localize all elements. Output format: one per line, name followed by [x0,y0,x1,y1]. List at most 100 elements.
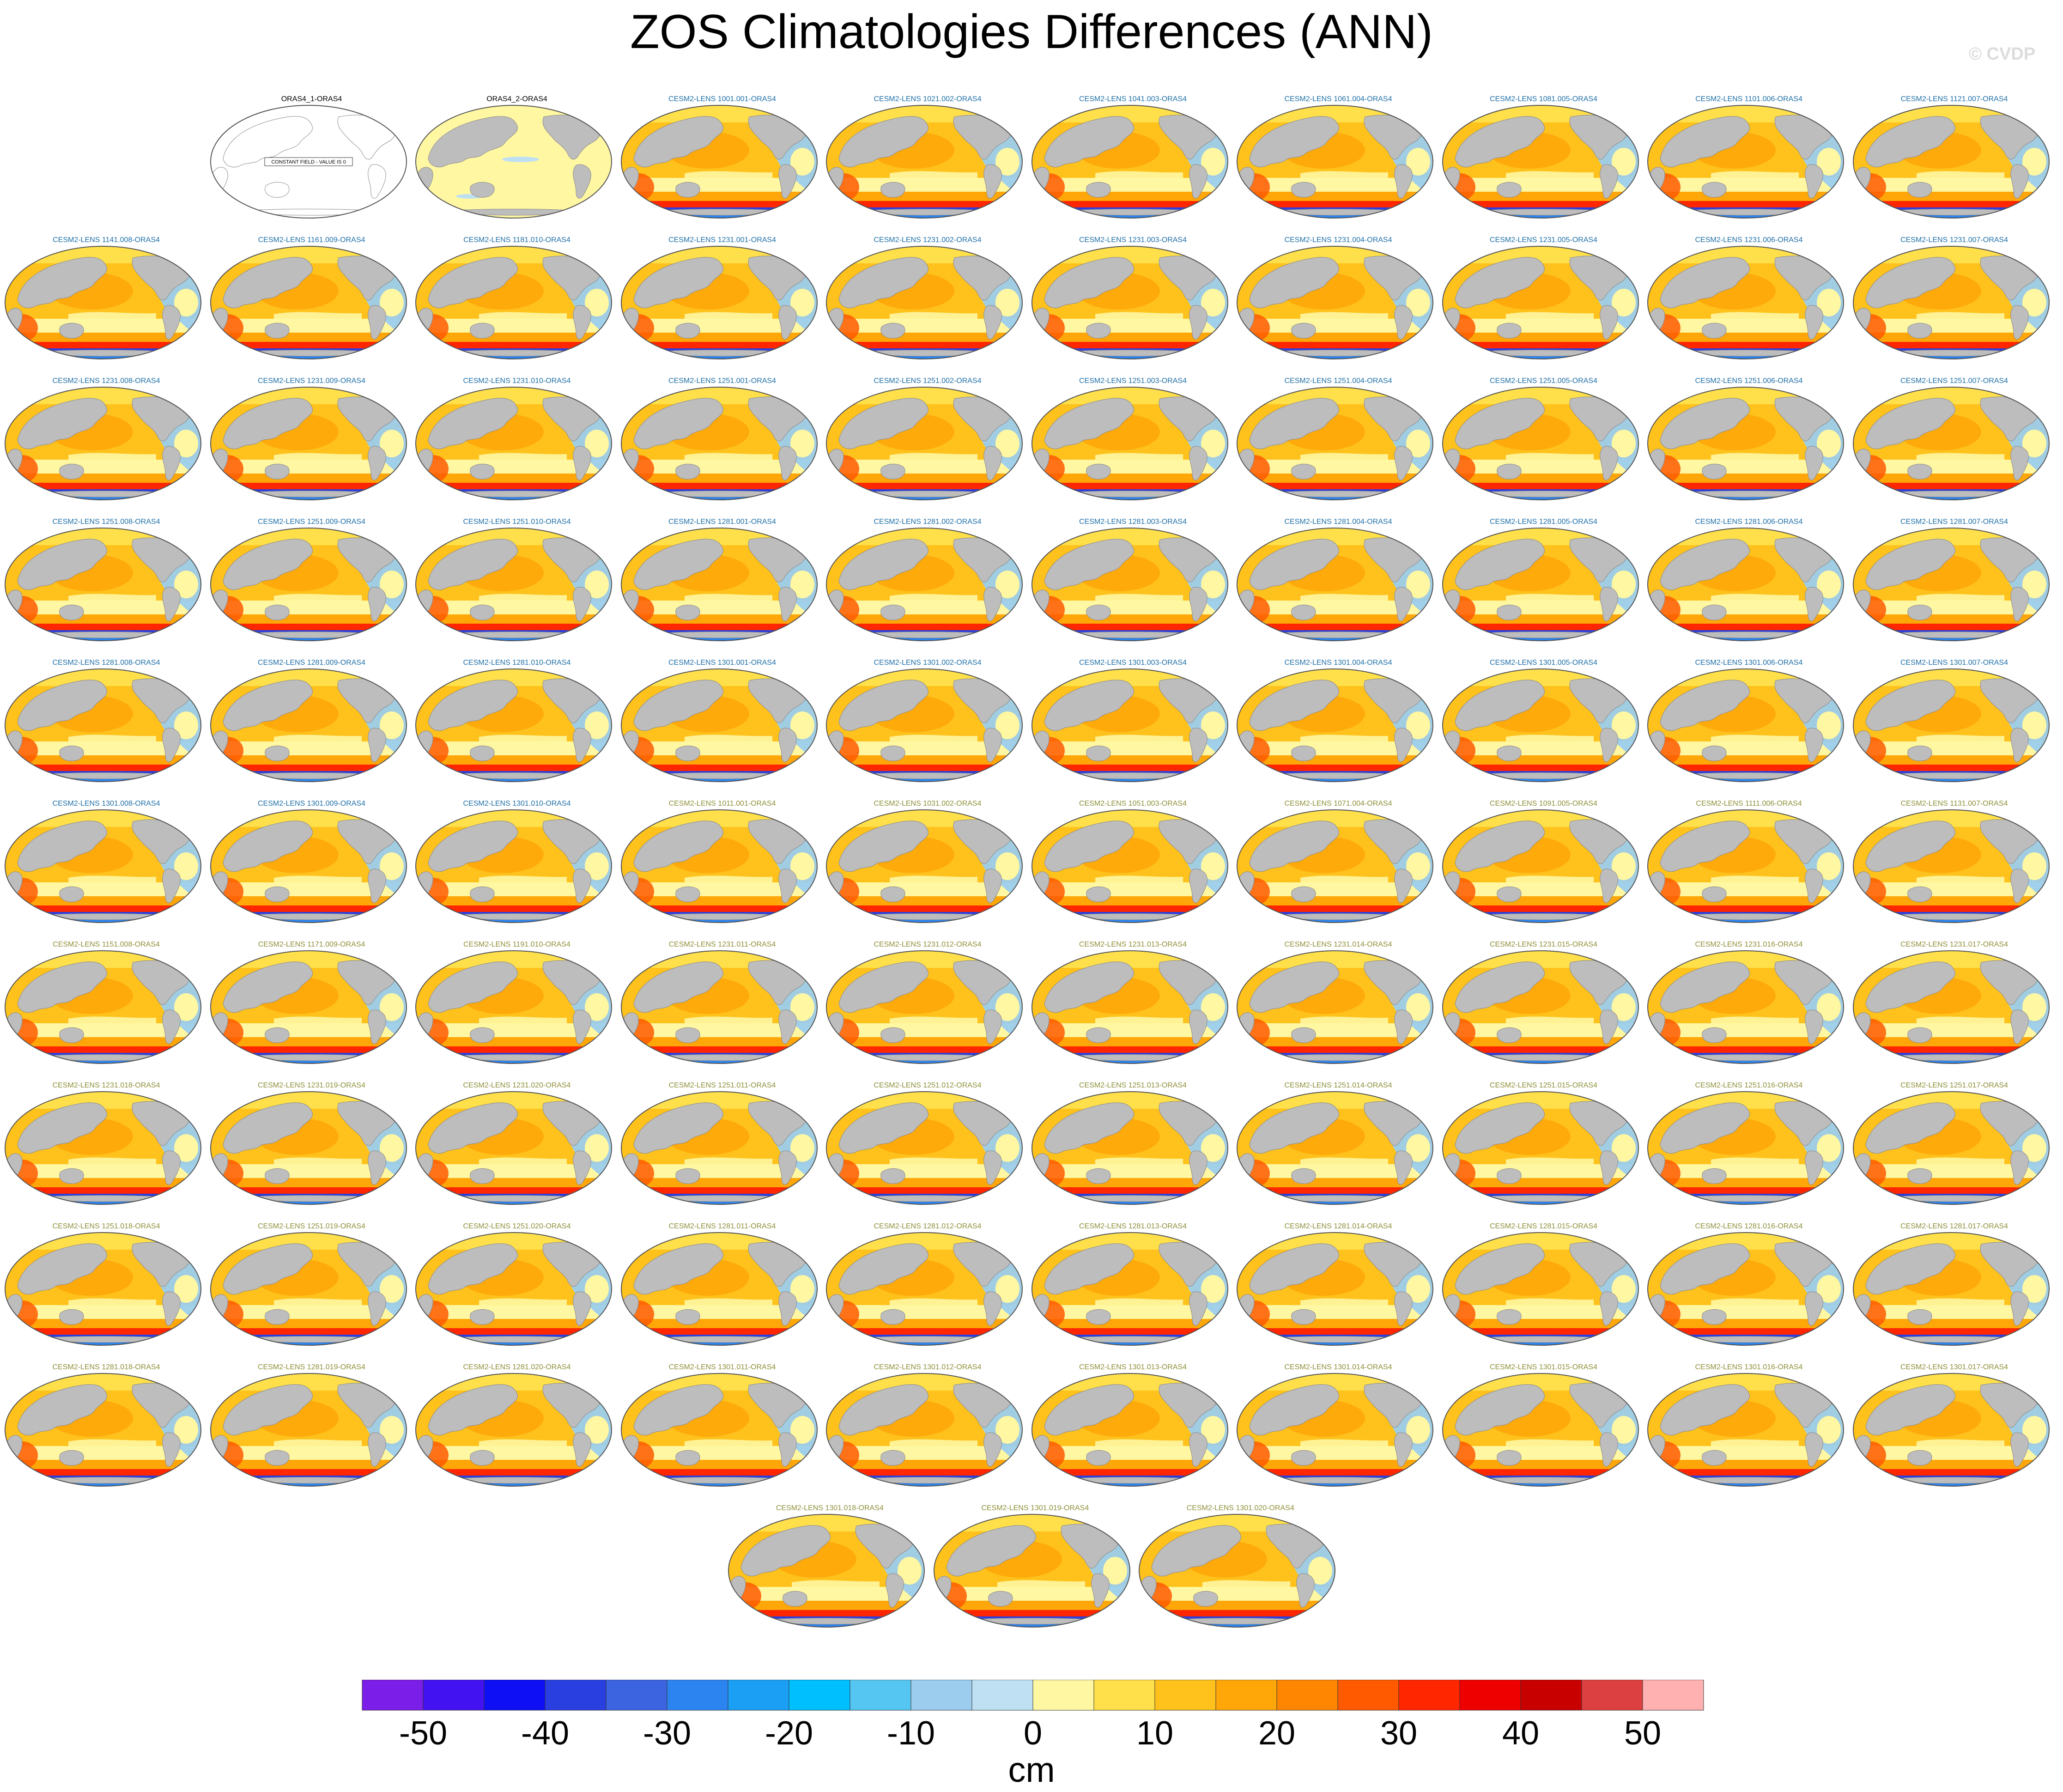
map-panel: CESM2-LENS 1301.018-ORAS4 [727,1504,932,1638]
map-panel: CESM2-LENS 1031.002-ORAS4 [825,799,1030,933]
colorbar-box [1215,1680,1277,1711]
map-panel: CESM2-LENS 1171.009-ORAS4 [209,940,414,1074]
map-panel: CESM2-LENS 1231.012-ORAS4 [825,940,1030,1074]
map-panel: ORAS4_2-ORAS4 [414,95,619,229]
panel-title: CESM2-LENS 1231.002-ORAS4 [874,236,982,244]
map-panel: CESM2-LENS 1251.007-ORAS4 [1852,377,2057,510]
colorbar-box [1520,1680,1582,1711]
map-plot [4,387,202,500]
panel-title: CESM2-LENS 1231.001-ORAS4 [668,236,776,244]
panel-title: CESM2-LENS 1231.017-ORAS4 [1900,941,2008,948]
map-panel: CESM2-LENS 1231.006-ORAS4 [1646,236,1851,370]
colorbar-box [1398,1680,1460,1711]
map-plot [1236,809,1434,923]
map-plot [415,387,613,500]
colorbar-box [545,1680,607,1711]
panel-title: CESM2-LENS 1251.011-ORAS4 [668,1081,776,1089]
map-panel: CESM2-LENS 1281.001-ORAS4 [620,517,825,651]
map-panel: CESM2-LENS 1231.010-ORAS4 [414,377,619,510]
panel-title: CESM2-LENS 1231.019-ORAS4 [258,1081,365,1089]
map-plot [4,528,202,641]
panel-title: CESM2-LENS 1231.008-ORAS4 [52,377,160,385]
panel-title: CESM2-LENS 1231.011-ORAS4 [668,941,776,948]
map-plot [1647,387,1845,500]
map-plot [620,1373,818,1487]
map-plot [1236,668,1434,782]
map-plot [825,528,1023,641]
map-panel: CESM2-LENS 1231.015-ORAS4 [1441,940,1646,1074]
map-plot [210,1373,407,1487]
panel-title: CESM2-LENS 1281.013-ORAS4 [1079,1222,1187,1230]
panel-title: CESM2-LENS 1251.019-ORAS4 [258,1222,365,1230]
map-panel: CESM2-LENS 1301.005-ORAS4 [1441,658,1646,792]
map-panel: CESM2-LENS 1091.005-ORAS4 [1441,799,1646,933]
map-plot [1442,950,1639,1064]
map-panel: CESM2-LENS 1231.008-ORAS4 [4,377,209,510]
panel-title: CESM2-LENS 1251.013-ORAS4 [1079,1081,1187,1089]
colorbar-box [1093,1680,1155,1711]
map-plot [1031,246,1228,359]
panel-title: CESM2-LENS 1041.003-ORAS4 [1079,95,1187,103]
map-panel: CESM2-LENS 1071.004-ORAS4 [1236,799,1441,933]
map-plot [1236,1373,1434,1487]
map-panel: CESM2-LENS 1231.018-ORAS4 [4,1081,209,1215]
map-plot [825,1232,1023,1346]
map-panel: CESM2-LENS 1251.010-ORAS4 [414,517,619,651]
map-plot [1236,246,1434,359]
colorbar-tick-label: -10 [887,1715,935,1749]
panel-title: CESM2-LENS 1301.005-ORAS4 [1490,659,1597,667]
panel-title: CESM2-LENS 1301.007-ORAS4 [1900,659,2008,667]
map-plot [1442,246,1639,359]
colorbar-units: cm [1008,1750,1055,1790]
map-plot [825,1373,1023,1487]
map-plot [1852,1232,2050,1346]
map-panel: CESM2-LENS 1041.003-ORAS4 [1031,95,1236,229]
panel-title: CESM2-LENS 1301.017-ORAS4 [1900,1363,2008,1371]
panel-title: CESM2-LENS 1251.012-ORAS4 [874,1081,982,1089]
map-plot [1236,950,1434,1064]
panel-title: CESM2-LENS 1281.003-ORAS4 [1079,518,1187,526]
panel-title: CESM2-LENS 1251.006-ORAS4 [1695,377,1803,385]
panel-title: CESM2-LENS 1251.010-ORAS4 [463,518,571,526]
panel-title: CESM2-LENS 1231.013-ORAS4 [1079,941,1187,948]
panel-title: CESM2-LENS 1231.020-ORAS4 [463,1081,571,1089]
colorbar: -50 -40 -30 -20 -10 0 10 20 30 40 50 [362,1680,1704,1749]
panel-title: CESM2-LENS 1251.003-ORAS4 [1079,377,1187,385]
map-plot [1442,1091,1639,1205]
map-panel: CESM2-LENS 1251.011-ORAS4 [620,1081,825,1215]
panel-title: CESM2-LENS 1281.017-ORAS4 [1900,1222,2008,1230]
map-panel: CESM2-LENS 1251.002-ORAS4 [825,377,1030,510]
panel-title: CESM2-LENS 1301.012-ORAS4 [874,1363,982,1371]
map-panel: CESM2-LENS 1301.010-ORAS4 [414,799,619,933]
map-panel: CESM2-LENS 1231.007-ORAS4 [1852,236,2057,370]
map-plot [4,246,202,359]
map-plot [415,809,613,923]
panel-title: CESM2-LENS 1171.009-ORAS4 [258,941,365,948]
figure-title: ZOS Climatologies Differences (ANN) [630,5,1433,59]
map-panel: CESM2-LENS 1281.017-ORAS4 [1852,1222,2057,1356]
constant-field-box [264,157,352,166]
map-panel: CESM2-LENS 1231.019-ORAS4 [209,1081,414,1215]
map-plot [825,246,1023,359]
map-panel: CESM2-LENS 1301.020-ORAS4 [1138,1504,1343,1638]
panel-title: ORAS4_2-ORAS4 [486,95,547,103]
map-plot [415,950,613,1064]
map-plot [1236,105,1434,219]
map-plot [620,246,818,359]
map-plot [4,1232,202,1346]
map-plot [1852,950,2050,1064]
map-plot [1031,950,1228,1064]
map-panel: CESM2-LENS 1301.009-ORAS4 [209,799,414,933]
panel-title: ORAS4_1-ORAS4 [281,95,342,103]
panel-title: CESM2-LENS 1301.015-ORAS4 [1490,1363,1597,1371]
panel-title: CESM2-LENS 1231.006-ORAS4 [1695,236,1803,244]
map-plot [4,950,202,1064]
map-plot [210,950,407,1064]
map-plot [933,1514,1130,1628]
colorbar-tick-label: 0 [1024,1715,1042,1749]
map-panel: CESM2-LENS 1251.018-ORAS4 [4,1222,209,1356]
map-plot [210,1091,407,1205]
map-plot [620,528,818,641]
map-plot [620,950,818,1064]
map-panel: CESM2-LENS 1301.003-ORAS4 [1031,658,1236,792]
